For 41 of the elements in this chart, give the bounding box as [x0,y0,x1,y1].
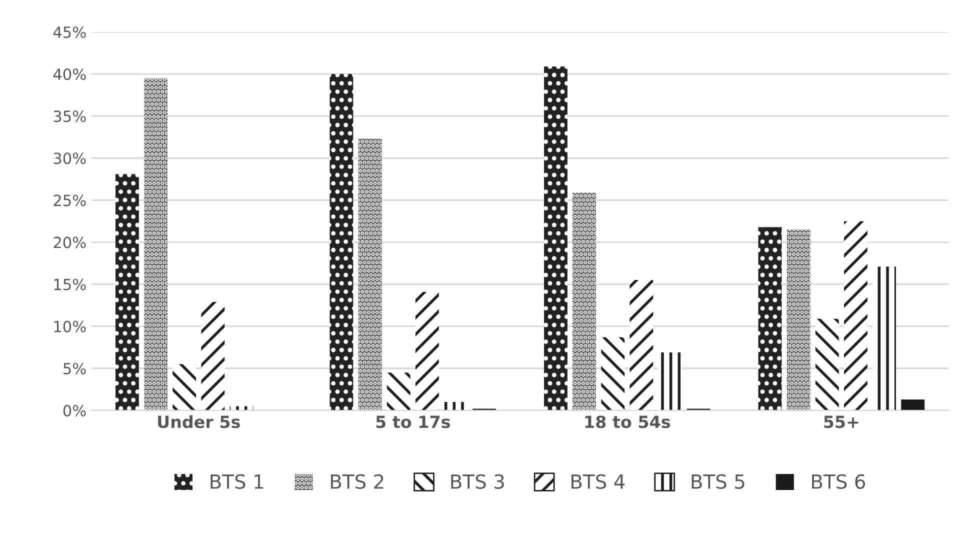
y-tick-label: 15% [54,278,86,290]
bar [786,230,810,410]
legend-label: BTS 1 [210,474,264,489]
y-tick-label: 10% [54,320,86,332]
bar [758,227,782,410]
bar [601,337,625,410]
bar [444,402,468,410]
y-tick-label: 40% [53,68,86,80]
y-tick-label: 30% [54,152,86,164]
bar [872,266,896,410]
y-tick-label: 45% [53,26,86,38]
bar [415,292,439,410]
bar [658,352,682,410]
bar [844,221,868,410]
y-tick-label: 0% [63,404,86,416]
legend-label: BTS 3 [451,474,504,489]
bar [144,78,168,410]
bar [358,138,382,410]
bar [230,406,254,410]
bar [386,372,410,410]
y-tick-label: 35% [54,110,86,122]
x-tick-label: 18 to 54s [585,416,670,428]
bar [115,174,139,410]
bar [201,302,225,410]
x-tick-label: 55+ [824,416,858,428]
y-tick-label: 5% [64,362,86,374]
bar [901,399,925,410]
bar [572,192,596,410]
y-tick-label: 25% [54,194,86,206]
y-tick-label: 20% [54,236,86,248]
bar [172,364,196,410]
legend-label: BTS 5 [692,474,744,489]
bar [330,74,354,410]
bar [544,66,568,410]
legend-label: BTS 4 [572,474,625,489]
legend-label: BTS 2 [330,474,384,489]
x-tick-label: 5 to 17s [376,416,450,428]
legend-label: BTS 6 [812,474,866,489]
x-tick-label: Under 5s [158,415,240,428]
bar [815,318,839,410]
bar [630,280,654,410]
